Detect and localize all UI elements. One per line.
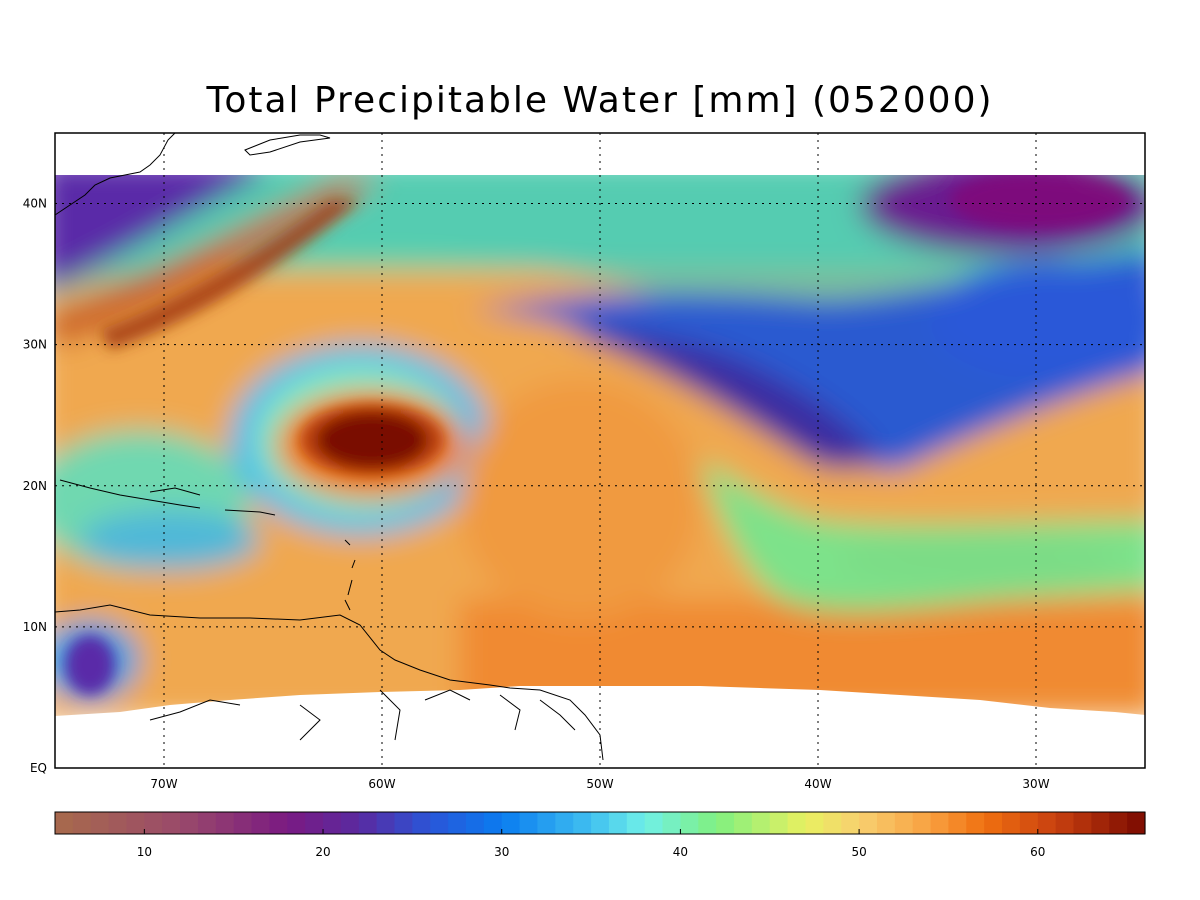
colorbar-cell	[323, 812, 342, 834]
colorbar-cell	[519, 812, 539, 834]
colorbar-cell	[465, 812, 485, 834]
colorbar-cell	[626, 812, 646, 834]
colorbar: 10 20 30 40 50 60	[54, 811, 1146, 859]
colorbar-cell	[734, 812, 753, 834]
colorbar-cell	[680, 812, 699, 834]
colorbar-cell	[1055, 812, 1075, 834]
colorbar-cell	[787, 812, 807, 834]
colorbar-cell	[180, 812, 199, 834]
colorbar-cell	[197, 812, 217, 834]
colorbar-cell	[769, 812, 789, 834]
colorbar-cell	[805, 812, 824, 834]
colorbar-cell	[108, 812, 128, 834]
colorbar-cell	[72, 812, 92, 834]
precipitable-water-field	[55, 175, 1145, 716]
lon-label: 30W	[1022, 777, 1049, 791]
colorbar-cell	[608, 812, 628, 834]
colorbar-cell	[859, 812, 878, 834]
lon-label: 70W	[150, 777, 177, 791]
colorbar-cell	[662, 812, 682, 834]
colorbar-cell	[1127, 812, 1146, 834]
colorbar-cell	[537, 812, 556, 834]
lon-label: 60W	[368, 777, 395, 791]
colorbar-tick-label: 40	[673, 845, 688, 859]
colorbar-cell	[412, 812, 431, 834]
colorbar-cell	[376, 812, 396, 834]
colorbar-tick-label: 60	[1030, 845, 1045, 859]
colorbar-cell	[698, 812, 717, 834]
colorbar-cells	[55, 812, 1146, 834]
colorbar-cell	[287, 812, 306, 834]
colorbar-cell	[251, 812, 271, 834]
colorbar-cell	[930, 812, 950, 834]
colorbar-frame	[54, 811, 1146, 835]
colorbar-cell	[894, 812, 914, 834]
colorbar-ticks: 10 20 30 40 50 60	[137, 829, 1045, 859]
colorbar-cell	[269, 812, 288, 834]
colorbar-cell	[448, 812, 467, 834]
colorbar-cell	[233, 812, 253, 834]
colorbar-cell	[984, 812, 1003, 834]
longitude-labels: 70W 60W 50W 40W 30W	[150, 777, 1049, 791]
nova-scotia-coast	[244, 134, 331, 156]
south-america-coast	[54, 604, 604, 761]
colorbar-cell	[358, 812, 378, 834]
lat-label: 10N	[23, 620, 47, 634]
cuba-hispaniola	[59, 479, 276, 516]
colorbar-cell	[1019, 812, 1039, 834]
lat-label: EQ	[30, 761, 47, 775]
colorbar-cell	[394, 812, 413, 834]
colorbar-cell	[483, 812, 503, 834]
colorbar-cell	[912, 812, 932, 834]
lesser-antilles	[344, 539, 356, 611]
colorbar-tick-label: 30	[494, 845, 509, 859]
colorbar-cell	[1091, 812, 1110, 834]
colorbar-cell	[55, 812, 74, 834]
lat-label: 40N	[23, 197, 47, 211]
lon-label: 40W	[804, 777, 831, 791]
colorbar-cell	[1037, 812, 1057, 834]
coastlines	[54, 132, 604, 761]
colorbar-cell	[430, 812, 449, 834]
south-america-interior	[149, 689, 576, 741]
colorbar-cell	[823, 812, 842, 834]
colorbar-tick-label: 50	[851, 845, 866, 859]
lat-label: 20N	[23, 479, 47, 493]
colorbar-cell	[573, 812, 592, 834]
colorbar-cell	[1109, 812, 1128, 834]
colorbar-cell	[162, 812, 181, 834]
north-america-coast	[54, 132, 176, 216]
colorbar-cell	[555, 812, 574, 834]
colorbar-cell	[841, 812, 860, 834]
colorbar-cell	[876, 812, 896, 834]
colorbar-cell	[591, 812, 610, 834]
map-title: Total Precipitable Water [mm] (052000)	[206, 80, 994, 121]
colorbar-cell	[1002, 812, 1021, 834]
colorbar-cell	[644, 812, 664, 834]
colorbar-cell	[751, 812, 771, 834]
colorbar-cell	[340, 812, 360, 834]
gridlines	[55, 133, 1145, 768]
colorbar-cell	[501, 812, 521, 834]
colorbar-cell	[126, 812, 145, 834]
colorbar-cell	[716, 812, 735, 834]
colorbar-cell	[144, 812, 163, 834]
colorbar-cell	[1073, 812, 1092, 834]
colorbar-cell	[215, 812, 235, 834]
colorbar-cell	[90, 812, 110, 834]
colorbar-tick-label: 10	[137, 845, 152, 859]
colorbar-cell	[305, 812, 324, 834]
lon-label: 50W	[586, 777, 613, 791]
colorbar-cell	[948, 812, 967, 834]
lat-label: 30N	[23, 338, 47, 352]
colorbar-cell	[966, 812, 985, 834]
latitude-labels: 40N 30N 20N 10N EQ	[23, 197, 47, 775]
colorbar-tick-label: 20	[315, 845, 330, 859]
